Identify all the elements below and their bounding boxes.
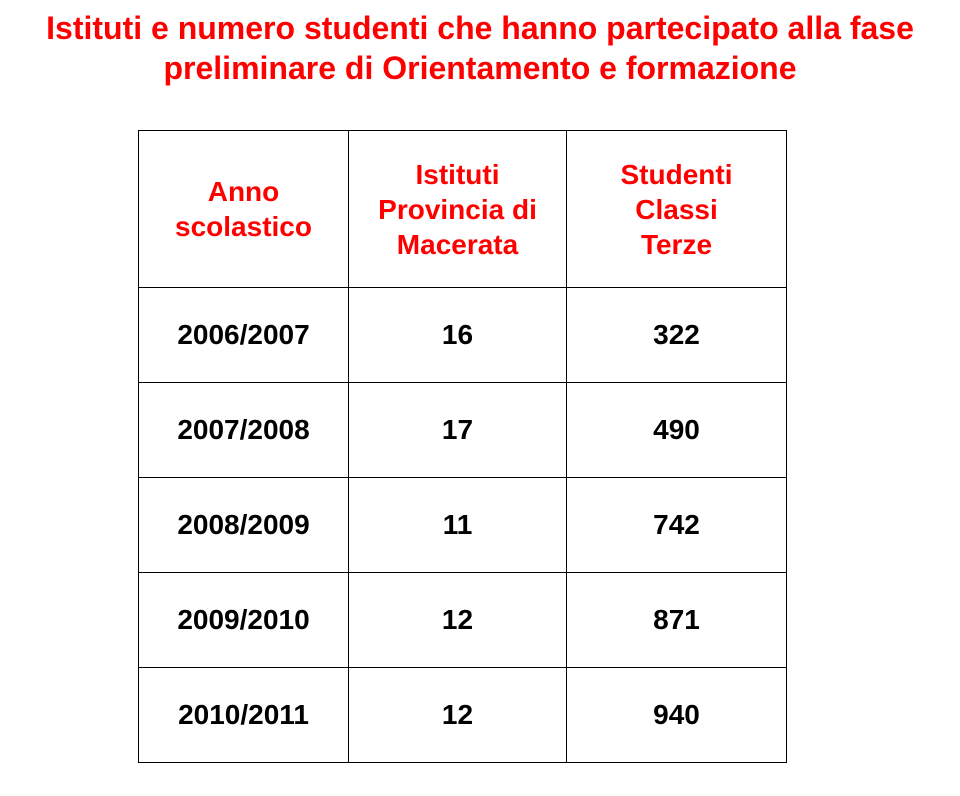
col-header-studenti-l3: Terze (641, 229, 712, 260)
table-row: 2008/2009 11 742 (139, 478, 787, 573)
col-header-istituti: Istituti Provincia di Macerata (349, 131, 567, 288)
cell-studenti: 742 (567, 478, 787, 573)
col-header-anno-l1: Anno (208, 176, 280, 207)
page-title: Istituti e numero studenti che hanno par… (0, 8, 960, 88)
table-row: 2009/2010 12 871 (139, 573, 787, 668)
col-header-studenti-l1: Studenti (621, 159, 733, 190)
cell-istituti: 12 (349, 668, 567, 763)
col-header-istituti-l1: Istituti (416, 159, 500, 190)
table-body: 2006/2007 16 322 2007/2008 17 490 2008/2… (139, 288, 787, 763)
cell-anno: 2008/2009 (139, 478, 349, 573)
cell-studenti: 322 (567, 288, 787, 383)
cell-istituti: 12 (349, 573, 567, 668)
col-header-istituti-l3: Macerata (397, 229, 518, 260)
col-header-studenti: Studenti Classi Terze (567, 131, 787, 288)
col-header-anno: Anno scolastico (139, 131, 349, 288)
cell-anno: 2009/2010 (139, 573, 349, 668)
table-row: 2010/2011 12 940 (139, 668, 787, 763)
page: Istituti e numero studenti che hanno par… (0, 0, 960, 796)
cell-anno: 2007/2008 (139, 383, 349, 478)
cell-anno: 2006/2007 (139, 288, 349, 383)
col-header-istituti-l2: Provincia di (378, 194, 537, 225)
col-header-studenti-l2: Classi (635, 194, 718, 225)
cell-studenti: 490 (567, 383, 787, 478)
cell-istituti: 17 (349, 383, 567, 478)
col-header-anno-l2: scolastico (175, 211, 312, 242)
cell-studenti: 940 (567, 668, 787, 763)
data-table-container: Anno scolastico Istituti Provincia di Ma… (138, 130, 786, 763)
table-row: 2007/2008 17 490 (139, 383, 787, 478)
cell-anno: 2010/2011 (139, 668, 349, 763)
title-line-2: preliminare di Orientamento e formazione (163, 50, 796, 86)
title-line-1: Istituti e numero studenti che hanno par… (46, 10, 914, 46)
data-table: Anno scolastico Istituti Provincia di Ma… (138, 130, 787, 763)
cell-istituti: 11 (349, 478, 567, 573)
table-header-row: Anno scolastico Istituti Provincia di Ma… (139, 131, 787, 288)
cell-istituti: 16 (349, 288, 567, 383)
table-row: 2006/2007 16 322 (139, 288, 787, 383)
cell-studenti: 871 (567, 573, 787, 668)
